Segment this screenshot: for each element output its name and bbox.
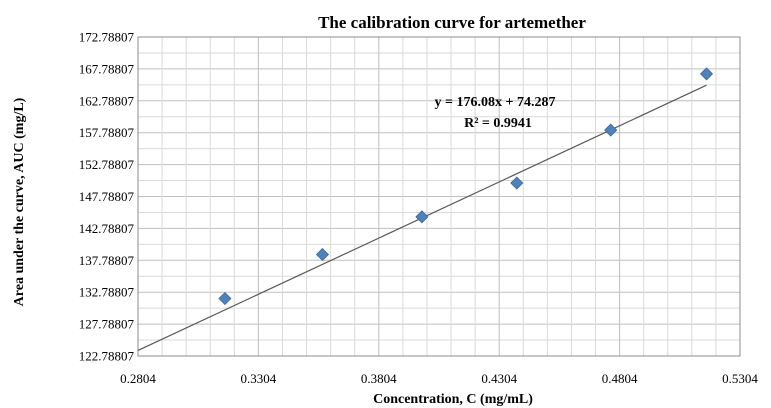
data-point <box>604 123 618 137</box>
y-tick-label: 142.78807 <box>79 221 135 236</box>
data-point <box>699 67 714 81</box>
data-points <box>218 67 714 306</box>
x-tick-label: 0.4804 <box>602 371 638 386</box>
trendline-equation: y = 176.08x + 74.287 <box>435 95 556 110</box>
y-tick-label: 147.78807 <box>79 189 135 204</box>
y-tick-label: 137.78807 <box>79 253 135 268</box>
x-tick-label: 0.4304 <box>481 371 517 386</box>
y-tick-label: 122.78807 <box>79 349 135 364</box>
y-tick-label: 167.78807 <box>79 61 135 76</box>
grid <box>138 37 740 356</box>
data-point <box>510 176 524 190</box>
x-axis-ticks: 0.2804 0.3304 0.3804 0.4304 0.4804 0.5304 <box>120 371 758 386</box>
data-point <box>315 247 330 262</box>
y-tick-label: 132.78807 <box>79 285 135 300</box>
y-axis-ticks: 122.78807 127.78807 132.78807 137.78807 142.… <box>79 30 135 364</box>
x-axis-label: Concentration, C (mg/mL) <box>373 392 533 407</box>
x-tick-label: 0.3304 <box>241 371 277 386</box>
y-tick-label: 157.78807 <box>79 125 135 140</box>
y-axis-label: Area under the curve, AUC (mg/L) <box>12 97 27 306</box>
x-tick-label: 0.2804 <box>120 371 156 386</box>
y-tick-label: 162.78807 <box>79 93 135 108</box>
data-point <box>415 210 429 224</box>
chart-title: The calibration curve for artemether <box>318 13 586 32</box>
x-tick-label: 0.5304 <box>722 371 758 386</box>
x-tick-label: 0.3804 <box>361 371 397 386</box>
data-point <box>218 291 232 306</box>
y-tick-label: 152.78807 <box>79 157 135 172</box>
r-squared-label: R² = 0.9941 <box>464 116 532 131</box>
y-tick-label: 127.78807 <box>79 317 135 332</box>
y-tick-label: 172.78807 <box>79 30 135 45</box>
plot-area-frame <box>137 36 741 357</box>
